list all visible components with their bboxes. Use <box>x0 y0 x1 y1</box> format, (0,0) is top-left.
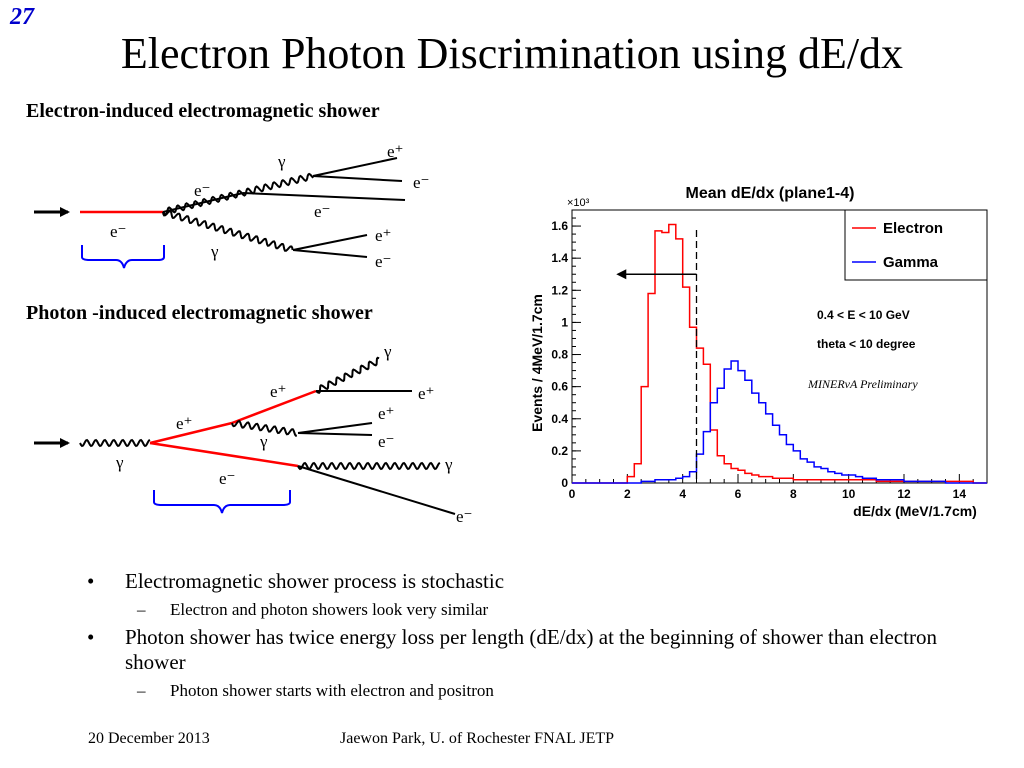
gamma-photon-line <box>162 172 314 216</box>
x-tick-label: 8 <box>790 487 797 501</box>
positron-track <box>312 157 398 177</box>
label-eplus-4: e⁺ <box>378 404 395 423</box>
series-gamma <box>572 360 987 484</box>
y-tick-label: 0.4 <box>551 412 568 426</box>
photon-shower-heading: Photon -induced electromagnetic shower <box>26 302 373 324</box>
x-tick-label: 4 <box>679 487 686 501</box>
annotation-preliminary: MINERvA Preliminary <box>807 377 918 391</box>
label-eminus-top: e⁻ <box>413 173 430 192</box>
x-tick-label: 14 <box>953 487 967 501</box>
gamma-photon-line <box>315 356 380 394</box>
x-tick-label: 12 <box>897 487 911 501</box>
label-gamma-mid: γ <box>259 432 268 451</box>
label-gamma-right: γ <box>444 455 453 474</box>
label-eplus-top: e⁺ <box>387 142 404 161</box>
bullet-item: Photon shower has twice energy loss per … <box>87 625 967 675</box>
label-gamma-top: γ <box>383 342 392 361</box>
chart-legend <box>844 209 988 281</box>
brace-icon <box>153 490 291 514</box>
y-tick-label: 1.2 <box>551 283 568 297</box>
label-e-upper: e⁻ <box>194 181 211 200</box>
electron-track <box>292 249 368 258</box>
label-eminus-bottom: e⁻ <box>456 507 473 526</box>
gamma-photon-line <box>231 419 298 437</box>
y-tick-label: 0 <box>561 476 568 490</box>
bullet-list: Electromagnetic shower process is stocha… <box>87 565 967 702</box>
brace-icon <box>81 245 165 269</box>
legend-label-gamma: Gamma <box>883 254 939 271</box>
series-electron <box>572 223 987 484</box>
label-eminus-4: e⁻ <box>378 432 395 451</box>
positron-track <box>297 422 373 434</box>
label-eplus-2: e⁺ <box>270 382 287 401</box>
y-multiplier: ×10³ <box>567 197 590 209</box>
slide-number: 27 <box>10 4 34 30</box>
gamma-photon-line <box>162 210 294 252</box>
electron-track <box>297 432 373 436</box>
x-tick-label: 10 <box>842 487 856 501</box>
label-gamma-in: γ <box>115 453 124 472</box>
legend-label-electron: Electron <box>883 220 943 237</box>
bullet-item: Electromagnetic shower process is stocha… <box>87 569 967 594</box>
label-e-mid: e⁻ <box>314 202 331 221</box>
y-tick-label: 0.6 <box>551 380 568 394</box>
electron-track <box>149 441 299 468</box>
annotation-angle-cut: theta < 10 degree <box>817 337 916 351</box>
gamma-photon-line <box>297 461 441 471</box>
y-tick-label: 1 <box>561 315 568 329</box>
y-tick-label: 1.4 <box>551 251 568 265</box>
label-eplus-3: e⁺ <box>418 384 435 403</box>
incoming-gamma-line <box>79 438 151 448</box>
y-tick-label: 0.2 <box>551 444 568 458</box>
electron-track <box>312 175 403 182</box>
positron-track <box>231 389 317 425</box>
positron-track <box>149 421 233 445</box>
y-tick-label: 1.6 <box>551 219 568 233</box>
label-gamma-upper: γ <box>277 152 286 171</box>
label-eplus-lower: e⁺ <box>375 226 392 245</box>
label-e-in: e⁻ <box>110 222 127 241</box>
electron-shower-heading: Electron-induced electromagnetic shower <box>26 100 380 122</box>
electron-shower-diagram: e⁻ e⁻ γ e⁺ e⁻ e⁻ γ e⁺ e⁻ <box>34 142 430 271</box>
footer-presenter: Jaewon Park, U. of Rochester FNAL JETP <box>340 730 615 747</box>
electron-track <box>242 192 406 201</box>
dedx-histogram-chart: Mean dE/dx (plane1-4) ×10³ Events / 4MeV… <box>529 185 988 519</box>
label-eminus-1: e⁻ <box>219 469 236 488</box>
y-tick-label: 0.8 <box>551 348 568 362</box>
arrowhead-icon <box>616 269 627 280</box>
y-axis-label: Events / 4MeV/1.7cm <box>529 294 545 432</box>
photon-shower-diagram: γ e⁺ e⁻ e⁺ γ e⁺ γ e⁺ e⁻ γ e⁻ <box>34 342 473 526</box>
x-tick-label: 0 <box>569 487 576 501</box>
label-eminus-lower: e⁻ <box>375 252 392 271</box>
positron-track <box>292 234 368 251</box>
label-eplus-1: e⁺ <box>176 414 193 433</box>
label-gamma-lower: γ <box>210 242 219 261</box>
chart-title: Mean dE/dx (plane1-4) <box>686 185 855 202</box>
x-tick-label: 2 <box>624 487 631 501</box>
x-axis-label: dE/dx (MeV/1.7cm) <box>853 503 977 519</box>
electron-track <box>297 465 456 515</box>
footer-date: 20 December 2013 <box>88 730 210 747</box>
histogram-series <box>572 223 987 484</box>
sub-bullet-item: Electron and photon showers look very si… <box>87 599 967 621</box>
annotation-energy-cut: 0.4 < E < 10 GeV <box>817 308 910 322</box>
slide-title: Electron Photon Discrimination using dE/… <box>120 29 904 78</box>
shower-diagrams: e⁻ e⁻ γ e⁺ e⁻ e⁻ γ e⁺ e⁻ γ e⁺ e⁻ e⁺ γ e⁺… <box>34 142 473 526</box>
x-tick-label: 6 <box>735 487 742 501</box>
sub-bullet-item: Photon shower starts with electron and p… <box>87 680 967 702</box>
